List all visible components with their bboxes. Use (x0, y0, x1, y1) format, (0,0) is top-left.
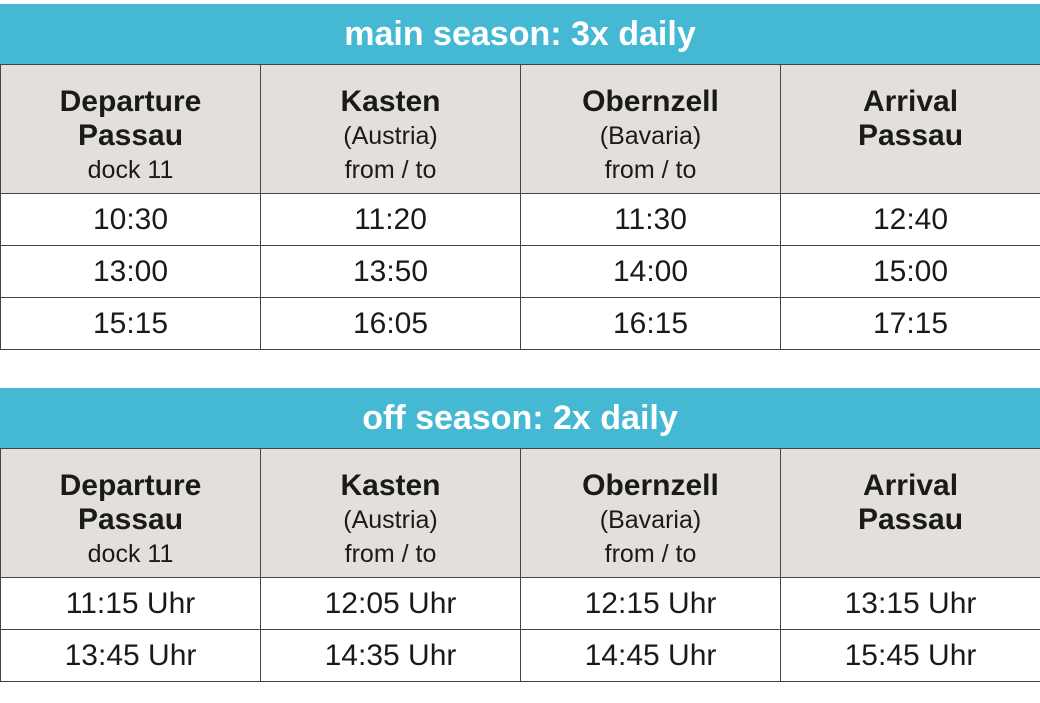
time-cell: 16:15 (520, 297, 781, 350)
column-header: Kasten (Austria) from / to (260, 448, 521, 578)
time-cell: 13:50 (260, 245, 521, 298)
column-name: Obernzell (582, 85, 719, 118)
time-cell: 14:35 Uhr (260, 629, 521, 682)
column-header: Departure Passau dock 11 (0, 64, 261, 194)
column-detail: dock 11 (87, 540, 174, 568)
column-detail: from / to (604, 540, 697, 568)
column-name: Departure (59, 469, 202, 502)
column-name: Arrival (862, 469, 959, 502)
time-cell: 15:00 (780, 245, 1040, 298)
column-header: Departure Passau dock 11 (0, 448, 261, 578)
column-detail: (Austria) (343, 122, 438, 150)
column-header: Obernzell (Bavaria) from / to (520, 64, 781, 194)
column-header: Kasten (Austria) from / to (260, 64, 521, 194)
column-name: Departure (59, 85, 202, 118)
time-cell: 13:15 Uhr (780, 577, 1040, 630)
time-cell: 15:15 (0, 297, 261, 350)
column-name: Passau (857, 503, 964, 536)
section-title: main season: 3x daily (0, 4, 1040, 64)
column-name: Passau (857, 119, 964, 152)
column-detail: from / to (344, 156, 437, 184)
time-cell: 14:45 Uhr (520, 629, 781, 682)
time-cell: 13:45 Uhr (0, 629, 261, 682)
column-name: Passau (77, 119, 184, 152)
time-cell: 10:30 (0, 193, 261, 246)
time-cell: 12:05 Uhr (260, 577, 521, 630)
column-name: Passau (77, 503, 184, 536)
time-cell: 12:15 Uhr (520, 577, 781, 630)
column-name: Arrival (862, 85, 959, 118)
column-name: Kasten (340, 85, 441, 118)
column-detail: from / to (604, 156, 697, 184)
time-cell: 13:00 (0, 245, 261, 298)
time-cell: 11:20 (260, 193, 521, 246)
column-detail: from / to (344, 540, 437, 568)
time-cell: 14:00 (520, 245, 781, 298)
section-title: off season: 2x daily (0, 388, 1040, 448)
column-name: Kasten (340, 469, 441, 502)
column-detail: dock 11 (87, 156, 174, 184)
time-cell: 11:15 Uhr (0, 577, 261, 630)
time-cell: 11:30 (520, 193, 781, 246)
column-detail: (Bavaria) (599, 122, 702, 150)
column-name: Obernzell (582, 469, 719, 502)
time-cell: 17:15 (780, 297, 1040, 350)
column-detail: (Austria) (343, 506, 438, 534)
column-header: Arrival Passau (780, 64, 1040, 194)
column-header: Arrival Passau (780, 448, 1040, 578)
column-detail: (Bavaria) (599, 506, 702, 534)
time-cell: 12:40 (780, 193, 1040, 246)
column-header: Obernzell (Bavaria) from / to (520, 448, 781, 578)
time-cell: 15:45 Uhr (780, 629, 1040, 682)
time-cell: 16:05 (260, 297, 521, 350)
